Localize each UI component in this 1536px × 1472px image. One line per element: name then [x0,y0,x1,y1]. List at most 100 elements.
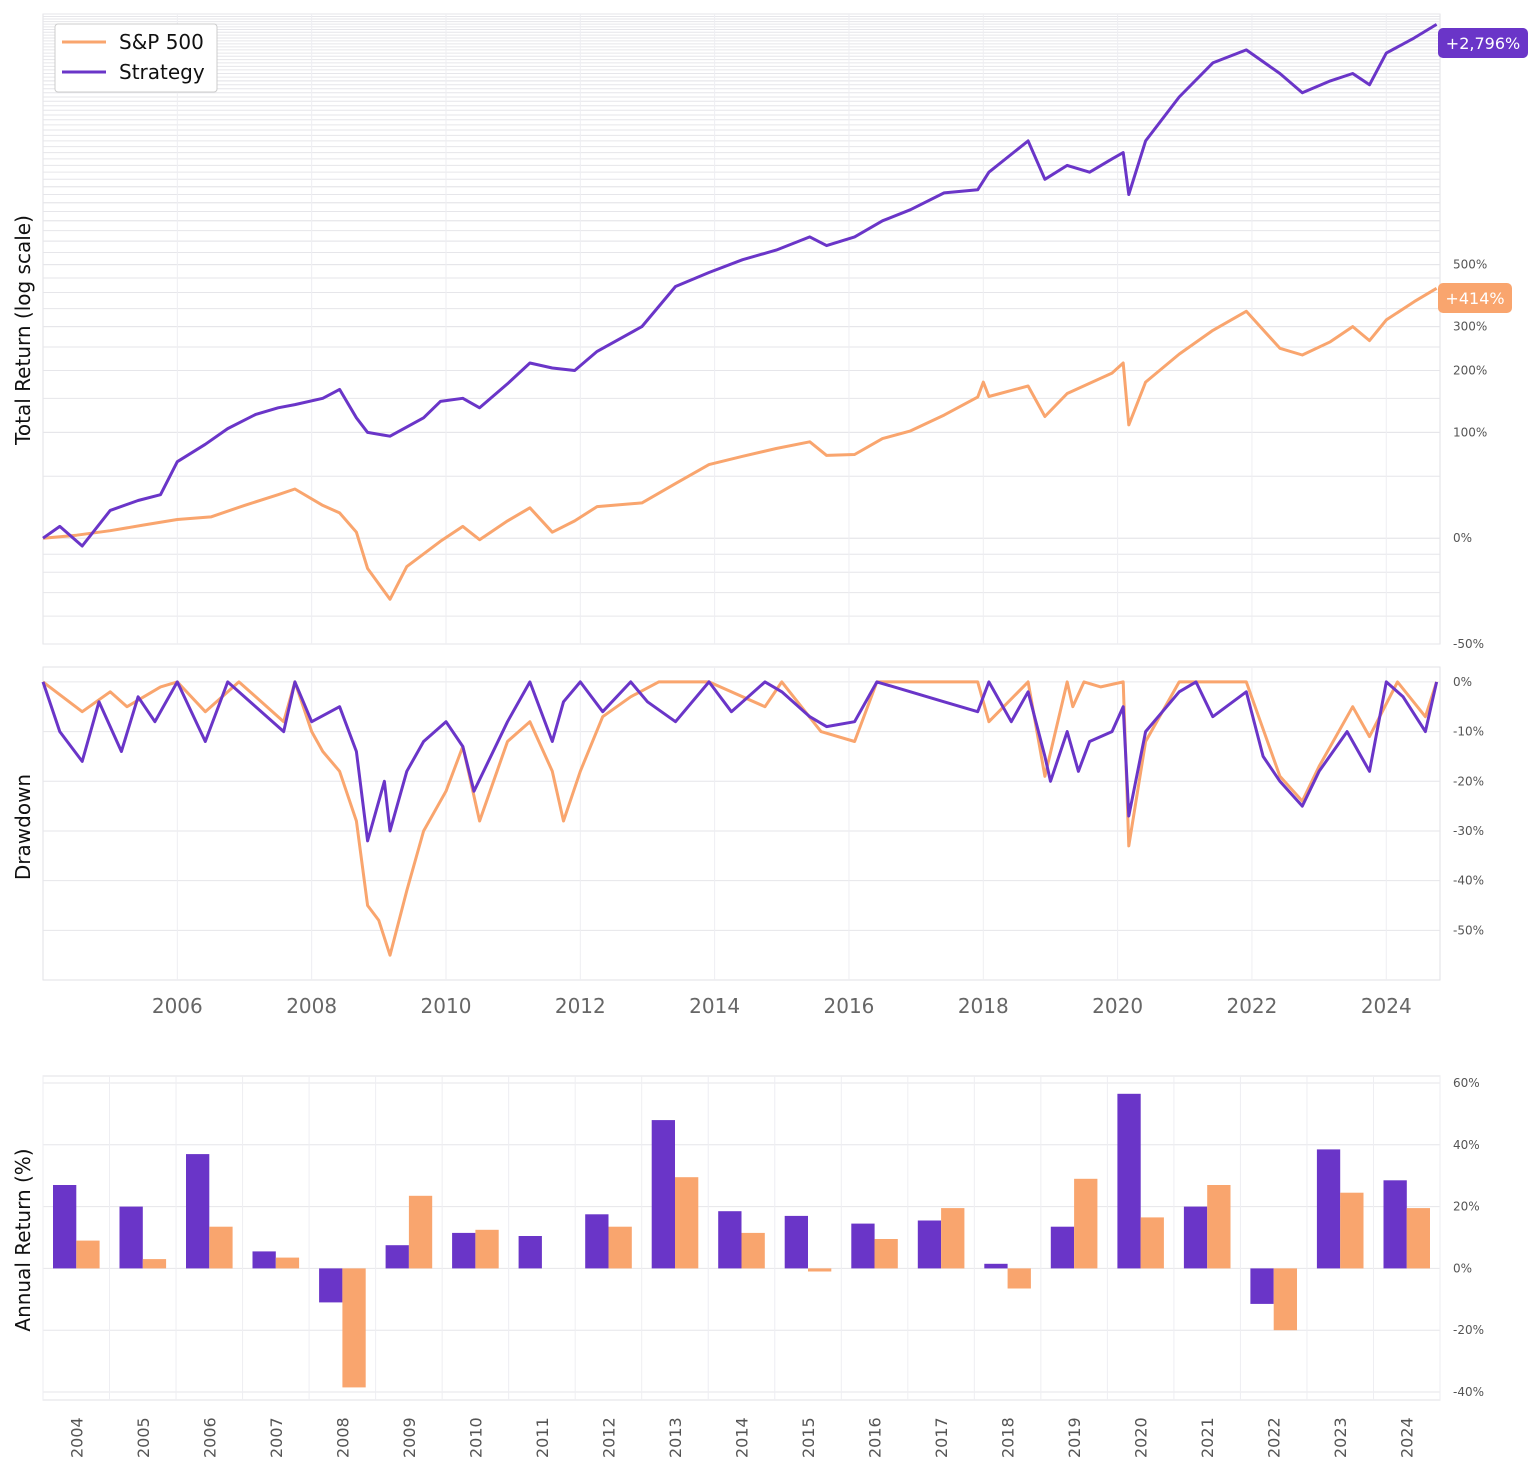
drawdown-ylabel: Drawdown [11,774,35,880]
annual-bar-strategy [518,1236,542,1269]
drawdown-ytick: -10% [1453,725,1484,739]
annual-bar-sp500 [408,1195,433,1269]
annual-bar-sp500 [1007,1268,1031,1289]
annual-bar-strategy [452,1232,476,1269]
legend-label-sp500: S&P 500 [119,30,204,54]
annual-return-bars [53,1093,1430,1388]
annual-bar-sp500 [874,1239,898,1269]
annual-bar-strategy [319,1268,343,1303]
drawdown-ytick: -50% [1453,923,1484,937]
annual-return-xtick: 2017 [932,1417,951,1458]
annual-bar-strategy [1383,1180,1407,1269]
annual-bar-strategy [1050,1226,1075,1269]
annual-bar-strategy [1117,1093,1141,1269]
annual-return-xtick: 2022 [1265,1417,1284,1458]
annual-return-xtick: 2012 [599,1417,618,1458]
annual-bar-sp500 [741,1232,765,1269]
total-return-ytick: -50% [1453,637,1484,651]
annual-bar-strategy [1183,1206,1208,1269]
annual-return-ytick: -20% [1453,1323,1484,1337]
total-return-line-strategy [42,23,1438,548]
annual-bar-strategy [984,1263,1008,1269]
annual-return-xtick: 2009 [400,1417,419,1458]
drawdown-grid [42,666,1441,981]
drawdown-frame [42,666,1441,981]
annual-bar-strategy [53,1185,77,1269]
annual-return-xtick: 2014 [733,1417,752,1458]
end-label-sp500-text: +414% [1445,289,1504,308]
annual-bar-sp500 [209,1226,233,1269]
annual-return-ticks: -40% -20% 0% 20% 40% 60% 2004 2005 2006 2007 2008 2… [67,1076,1484,1458]
annual-return-xtick: 2016 [866,1417,885,1458]
annual-bar-sp500 [808,1268,832,1272]
annual-return-xtick: 2007 [267,1417,286,1458]
annual-return-xtick: 2006 [200,1417,219,1458]
legend: S&P 500 Strategy [54,23,218,93]
year-xtick: 2016 [824,994,875,1018]
drawdown-ytick: -30% [1453,824,1484,838]
total-return-ytick: 200% [1453,363,1487,377]
annual-return-xtick: 2004 [67,1417,86,1458]
annual-return-xtick: 2015 [799,1417,818,1458]
year-axis-ticks: 2006 2008 2010 2012 2014 2016 2018 2020 2022 2024 [152,994,1412,1018]
annual-bar-sp500 [1340,1192,1364,1269]
year-xtick: 2006 [152,994,203,1018]
annual-return-xtick: 2021 [1198,1417,1217,1458]
annual-bar-strategy [186,1154,210,1269]
annual-bar-sp500 [1406,1208,1430,1269]
annual-bar-strategy [1316,1149,1341,1269]
drawdown-line-sp500 [42,680,1439,957]
annual-return-xtick: 2019 [1065,1417,1084,1458]
total-return-frame [42,13,1441,645]
total-return-ytick: 100% [1453,425,1487,439]
year-xtick: 2024 [1361,994,1412,1018]
end-label-strategy: +2,796% [1438,28,1528,58]
annual-return-grid [42,1075,1441,1401]
annual-return-xtick: 2018 [999,1417,1018,1458]
annual-bar-sp500 [76,1240,100,1269]
annual-bar-strategy [585,1214,609,1269]
annual-bar-sp500 [608,1226,632,1269]
drawdown-ytick: 0% [1453,675,1472,689]
annual-return-ytick: 0% [1453,1261,1472,1275]
annual-return-ytick: 20% [1453,1200,1480,1214]
annual-bar-strategy [1250,1268,1274,1304]
total-return-grid [42,13,1441,645]
legend-label-strategy: Strategy [119,60,205,84]
annual-bar-sp500 [342,1268,366,1388]
annual-bar-strategy [851,1223,875,1269]
drawdown-ytick: -20% [1453,774,1484,788]
end-label-sp500-bg [1438,283,1512,313]
annual-return-ytick: -40% [1453,1385,1484,1399]
annual-bar-sp500 [675,1177,699,1269]
annual-bar-strategy [119,1206,143,1269]
annual-return-xtick: 2024 [1398,1417,1417,1458]
annual-return-ylabel: Annual Return (%) [11,1148,35,1331]
year-xtick: 2010 [421,994,472,1018]
annual-bar-strategy [385,1245,409,1269]
annual-bar-sp500 [1140,1217,1164,1269]
total-return-line-sp500 [42,287,1438,601]
year-xtick: 2008 [286,994,337,1018]
annual-return-xtick: 2010 [466,1417,485,1458]
year-xtick: 2020 [1092,994,1143,1018]
total-return-ticks: -50% 0% 100% 200% 300% 500% [1453,258,1487,651]
annual-bar-strategy [252,1251,276,1269]
annual-bar-sp500 [1207,1185,1231,1269]
annual-return-xtick: 2011 [533,1417,552,1458]
drawdown-ticks: 0% -10% -20% -30% -40% -50% [1453,675,1484,937]
annual-bar-strategy [917,1220,942,1269]
annual-return-xtick: 2013 [666,1417,685,1458]
year-xtick: 2012 [555,994,606,1018]
end-label-strategy-text: +2,796% [1446,34,1520,53]
total-return-ytick: 0% [1453,531,1472,545]
year-xtick: 2014 [689,994,740,1018]
year-xtick: 2018 [958,994,1009,1018]
drawdown-line-strategy [41,680,1439,843]
total-return-series [42,23,1438,601]
total-return-ytick: 500% [1453,258,1487,272]
drawdown-ytick: -40% [1453,874,1484,888]
annual-bar-sp500 [142,1259,167,1269]
annual-return-xtick: 2005 [134,1417,153,1458]
